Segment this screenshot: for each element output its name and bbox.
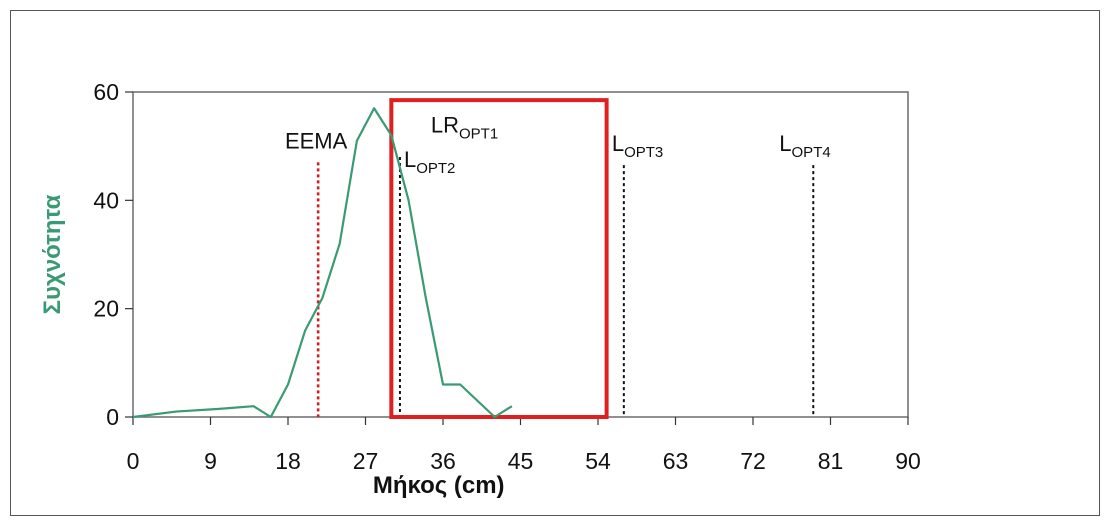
y-axis-ticks: 0 20 40 60 (93, 79, 133, 430)
y-axis-label: Συχνότητα (39, 194, 66, 314)
y-tick-label: 60 (93, 79, 119, 105)
x-tick-label: 63 (663, 448, 689, 474)
optimal-range-label: LROPT1 (431, 113, 498, 143)
x-tick-label: 90 (895, 448, 921, 474)
reference-label-eema: EEMA (285, 128, 348, 153)
x-tick-label: 36 (430, 448, 456, 474)
y-tick-label: 20 (93, 296, 119, 322)
reference-lines: EEMA LOPT2 LOPT3 LOPT4 (285, 128, 831, 417)
series-group (132, 107, 513, 419)
x-tick-label: 0 (127, 448, 140, 474)
x-tick-label: 45 (508, 448, 534, 474)
x-tick-label: 18 (275, 448, 301, 474)
y-tick-label: 40 (93, 187, 119, 213)
reference-label-opt4: LOPT4 (779, 131, 830, 161)
reference-label-opt2: LOPT2 (404, 147, 455, 177)
x-tick-label: 72 (740, 448, 766, 474)
optimal-range-box (389, 98, 609, 419)
y-tick-label: 0 (106, 404, 119, 430)
frequency-series-line (132, 107, 513, 419)
x-tick-label: 27 (353, 448, 379, 474)
x-tick-label: 81 (818, 448, 844, 474)
reference-label-opt3: LOPT3 (612, 131, 663, 161)
x-tick-label: 54 (585, 448, 611, 474)
highlight-region: LROPT1 (389, 98, 609, 419)
x-axis-label: Μήκος (cm) (373, 472, 505, 499)
x-axis-ticks: 0 9 18 27 36 45 54 63 72 81 90 (127, 417, 921, 474)
x-tick-label: 9 (204, 448, 217, 474)
plot-area (132, 91, 909, 418)
